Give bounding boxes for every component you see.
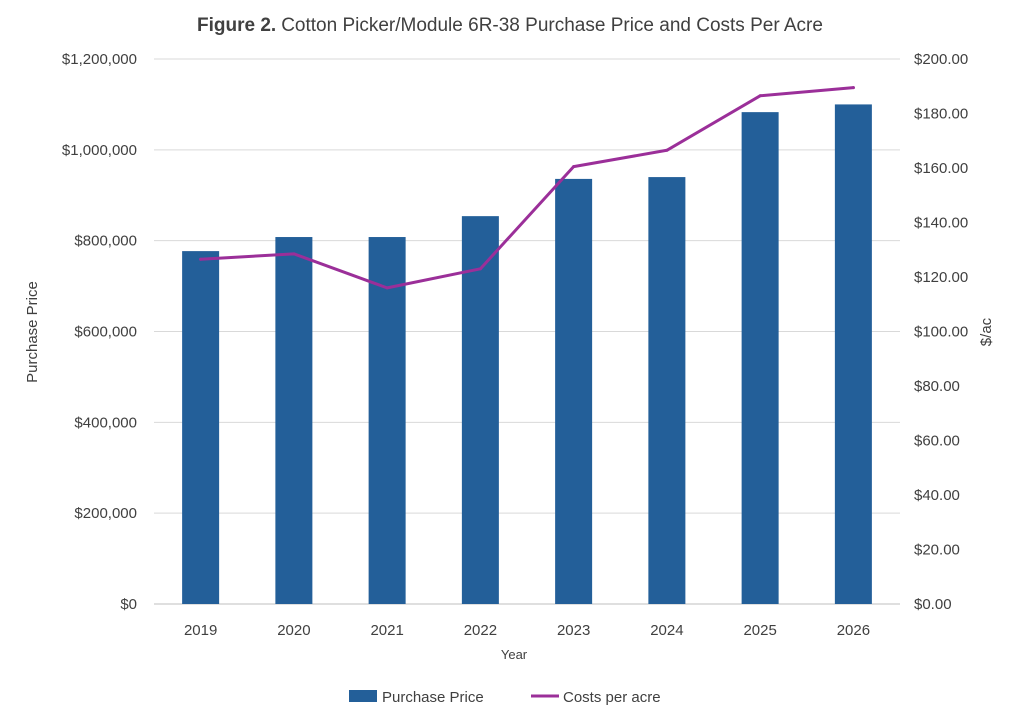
- legend-swatch-purchase-price: [349, 690, 377, 702]
- line-series: [199, 86, 855, 290]
- legend-label-purchase-price: Purchase Price: [382, 689, 484, 706]
- y2-tick-label: $100.00: [914, 324, 968, 341]
- left-axis-ticks: $0 $200,000 $400,000 $600,000 $800,000 $1,000…: [62, 51, 137, 613]
- bar-purchase-price-2024: [648, 177, 686, 605]
- line-costs-per-acre: [199, 86, 855, 290]
- point-costs-per-acre-2024: [665, 148, 669, 152]
- y2-tick-label: $200.00: [914, 51, 968, 68]
- bar-purchase-price-2019: [182, 251, 220, 605]
- legend: Purchase Price Costs per acre: [349, 689, 661, 706]
- y-tick-label: $0: [120, 596, 137, 613]
- y2-tick-label: $140.00: [914, 215, 968, 232]
- bar-purchase-price-2026: [834, 104, 872, 605]
- right-axis-ticks: $0.00 $20.00 $40.00 $60.00 $80.00 $100.00 $120…: [914, 51, 968, 613]
- point-costs-per-acre-2021: [385, 286, 389, 290]
- x-tick-label: 2025: [743, 622, 776, 639]
- legend-label-costs-per-acre: Costs per acre: [563, 689, 661, 706]
- y2-axis-title: $/ac: [978, 317, 995, 346]
- x-tick-label: 2021: [370, 622, 403, 639]
- y2-tick-label: $160.00: [914, 160, 968, 177]
- x-tick-label: 2026: [837, 622, 870, 639]
- y2-tick-label: $180.00: [914, 106, 968, 123]
- x-axis-title: Year: [501, 647, 528, 662]
- bar-purchase-price-2022: [461, 216, 499, 604]
- chart-title-main: Cotton Picker/Module 6R-38 Purchase Pric…: [281, 15, 823, 36]
- y-tick-label: $600,000: [74, 324, 137, 341]
- y-tick-label: $800,000: [74, 233, 137, 250]
- x-tick-label: 2024: [650, 622, 683, 639]
- y2-tick-label: $80.00: [914, 378, 960, 395]
- y-tick-label: $1,000,000: [62, 142, 137, 159]
- y2-tick-label: $20.00: [914, 542, 960, 559]
- bar-purchase-price-2025: [741, 112, 779, 604]
- x-tick-label: 2022: [464, 622, 497, 639]
- x-tick-label: 2019: [184, 622, 217, 639]
- x-tick-label: 2023: [557, 622, 590, 639]
- point-costs-per-acre-2025: [758, 94, 762, 98]
- y-tick-label: $1,200,000: [62, 51, 137, 68]
- y-tick-label: $200,000: [74, 505, 137, 522]
- point-costs-per-acre-2020: [292, 252, 296, 256]
- y2-tick-label: $120.00: [914, 269, 968, 286]
- y2-tick-label: $40.00: [914, 487, 960, 504]
- point-costs-per-acre-2023: [572, 165, 576, 169]
- bar-purchase-price-2021: [368, 237, 406, 605]
- point-costs-per-acre-2026: [851, 86, 855, 90]
- y2-tick-label: $0.00: [914, 596, 952, 613]
- y2-tick-label: $60.00: [914, 433, 960, 450]
- x-tick-label: 2020: [277, 622, 310, 639]
- bar-series: [182, 104, 872, 605]
- y-tick-label: $400,000: [74, 414, 137, 431]
- bar-purchase-price-2020: [275, 237, 313, 605]
- y-axis-title: Purchase Price: [24, 281, 41, 383]
- point-costs-per-acre-2022: [478, 267, 482, 271]
- chart-title: Figure 2. Cotton Picker/Module 6R-38 Purc…: [197, 15, 823, 36]
- bar-purchase-price-2023: [555, 178, 593, 604]
- point-costs-per-acre-2019: [199, 257, 203, 261]
- x-axis-ticks: 2019 2020 2021 2022 2023 2024 2025 2026: [184, 622, 870, 639]
- chart-title-prefix: Figure 2.: [197, 15, 276, 36]
